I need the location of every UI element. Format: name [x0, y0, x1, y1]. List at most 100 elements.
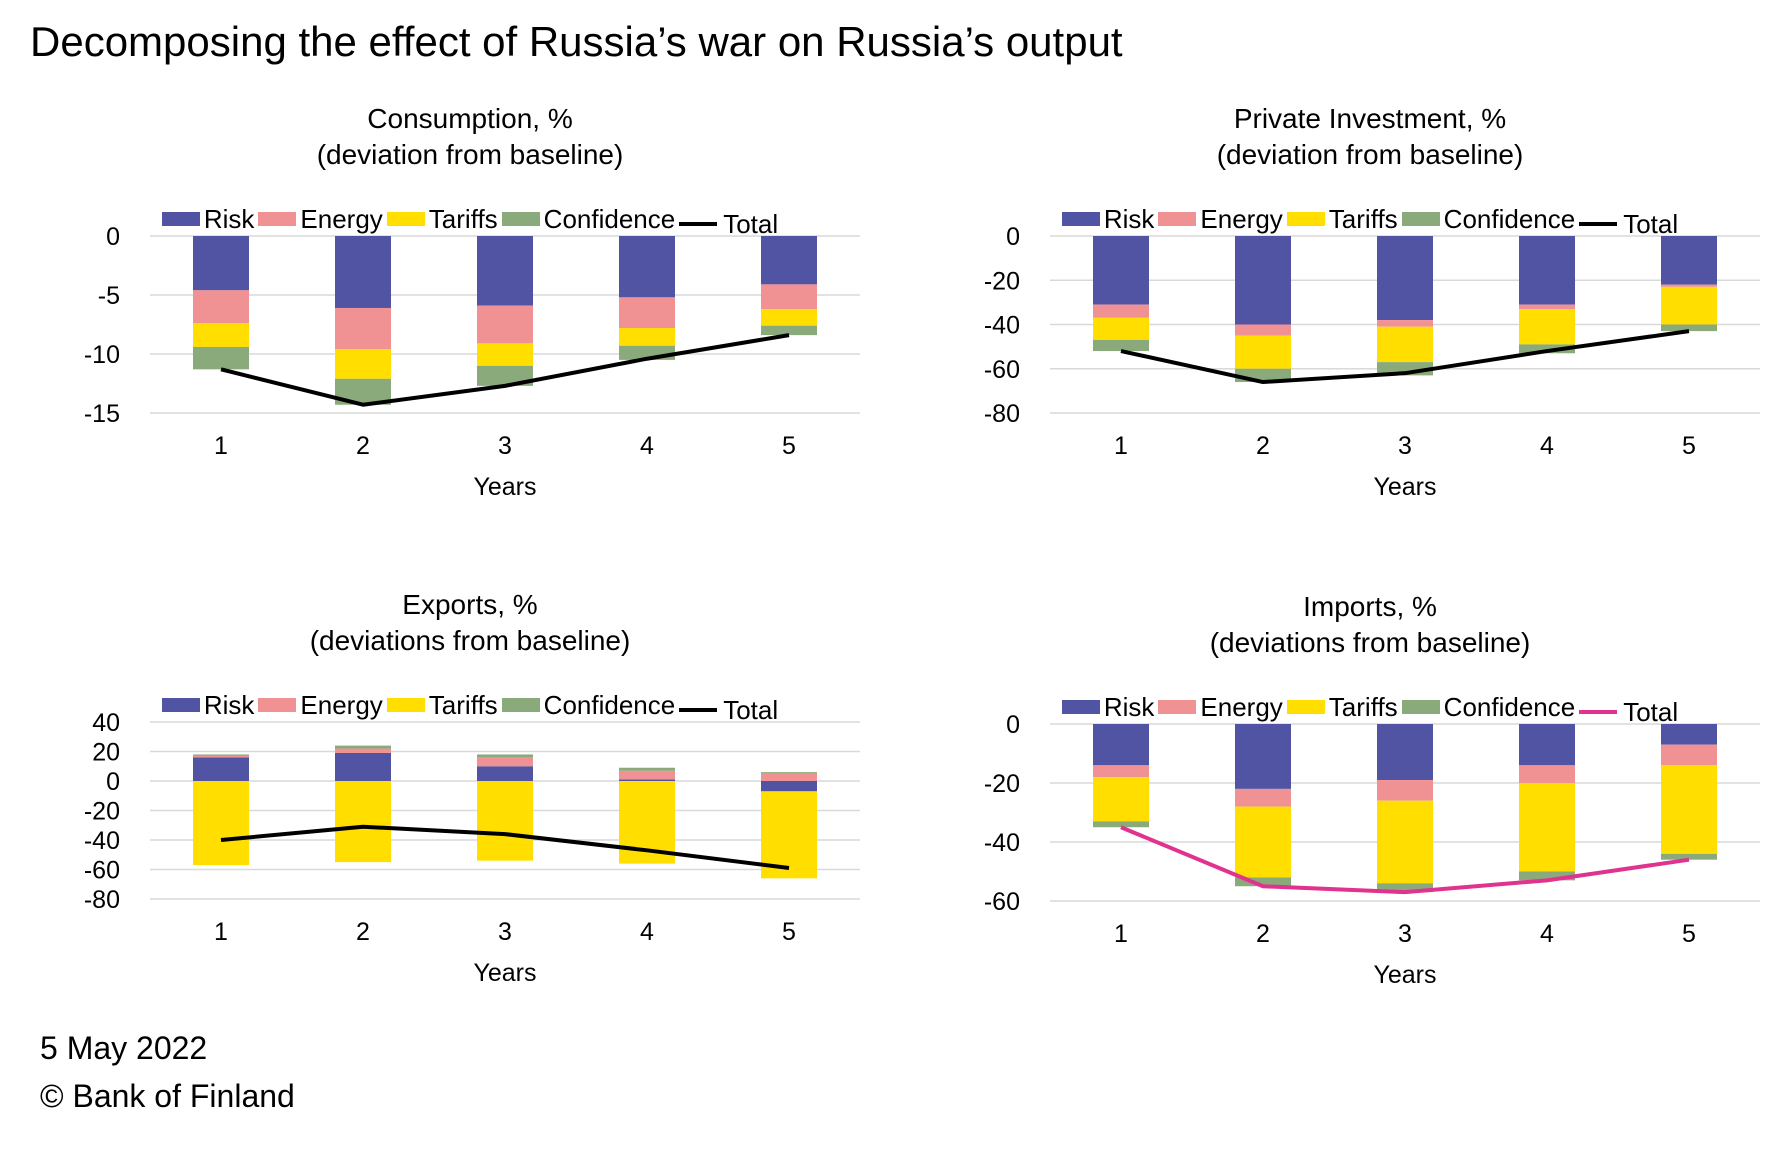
legend-item-energy: Energy [1158, 204, 1283, 235]
y-tick-label: 0 [106, 768, 120, 796]
legend-label: Risk [1103, 203, 1155, 234]
bar-energy [1235, 788, 1291, 807]
chart-title: Exports, % [402, 589, 538, 620]
bar-energy [335, 748, 391, 753]
chart-subtitle: (deviations from baseline) [309, 625, 631, 656]
bar-energy [477, 305, 533, 344]
bar-energy [193, 755, 249, 758]
legend-swatch [501, 698, 540, 712]
legend-swatch [1061, 700, 1100, 714]
x-tick-label: 4 [640, 918, 654, 946]
x-tick-label: 1 [214, 918, 228, 946]
legend-item-tariffs: Tariffs [386, 203, 498, 235]
bar-risk [1093, 236, 1149, 305]
legend-line [1579, 710, 1618, 714]
bar-risk [1377, 724, 1433, 781]
x-tick-label: 1 [1114, 432, 1128, 460]
y-tick-label: -60 [984, 356, 1020, 384]
legend-label: Confidence [543, 689, 676, 720]
bar-confidence [193, 346, 249, 370]
x-tick-label: 5 [782, 918, 796, 946]
bar-tariffs [619, 328, 675, 346]
bar-risk [619, 236, 675, 298]
bar-tariffs [1377, 800, 1433, 884]
bar-energy [1377, 320, 1433, 327]
bar-tariffs [1519, 309, 1575, 345]
bar-risk [761, 236, 817, 285]
legend-item-confidence: Confidence [501, 689, 676, 721]
chart-exports: Exports, % (deviations from baseline) Ri… [40, 586, 900, 1056]
legend-swatch [1286, 700, 1325, 714]
chart-legend: Risk Energy Tariffs Confidence Total [40, 202, 900, 240]
x-tick-label: 5 [782, 432, 796, 460]
legend-swatch [386, 698, 425, 712]
x-axis-label: Years [473, 959, 536, 987]
legend-swatch [386, 212, 425, 226]
bar-tariffs [193, 323, 249, 347]
legend-label: Total [1623, 208, 1679, 239]
legend-item-confidence: Confidence [1401, 204, 1575, 235]
chart-title: Private Investment, % [1233, 103, 1507, 134]
bar-risk [193, 757, 249, 781]
chart-consumption: Consumption, % (deviation from baseline)… [40, 100, 900, 570]
legend-item-risk: Risk [1061, 203, 1155, 235]
bar-energy [193, 290, 249, 324]
bar-risk [193, 236, 249, 291]
bar-risk [761, 781, 817, 792]
legend-item-total: Total [1579, 209, 1678, 240]
bar-risk [1093, 724, 1149, 766]
legend-label: Total [723, 694, 779, 725]
bar-tariffs [477, 781, 533, 861]
legend-line [1579, 222, 1618, 226]
x-tick-label: 3 [498, 918, 512, 946]
y-tick-label: 0 [1006, 711, 1020, 739]
bar-confidence [761, 772, 817, 774]
y-tick-label: -15 [84, 400, 120, 428]
y-tick-label: -10 [84, 341, 120, 369]
y-tick-label: -20 [84, 798, 120, 826]
chart-subtitle: (deviation from baseline) [316, 139, 624, 170]
bar-confidence [1235, 877, 1291, 887]
bar-energy [761, 773, 817, 781]
legend-swatch [501, 212, 540, 226]
legend-label: Risk [203, 203, 255, 234]
bar-tariffs [193, 781, 249, 866]
legend-item-confidence: Confidence [1401, 691, 1576, 723]
x-tick-label: 5 [1682, 920, 1696, 948]
bar-risk [1235, 236, 1291, 325]
bar-energy [761, 284, 817, 310]
bar-risk [1519, 236, 1575, 305]
bar-confidence [477, 365, 533, 386]
legend-line [679, 708, 718, 712]
legend-label: Tariffs [1328, 691, 1398, 722]
bar-tariffs [477, 343, 533, 366]
bar-risk [1661, 236, 1717, 285]
legend-label: Risk [203, 689, 255, 720]
legend-label: Total [1623, 696, 1679, 727]
bar-energy [1377, 780, 1433, 801]
bar-energy [1235, 324, 1291, 336]
bar-energy [1661, 744, 1717, 766]
bar-tariffs [1235, 335, 1291, 369]
legend-item-energy: Energy [258, 690, 383, 721]
chart-subtitle: (deviation from baseline) [1216, 139, 1524, 170]
chart-title: Imports, % [1303, 591, 1437, 622]
y-tick-label: -20 [984, 267, 1020, 295]
bar-tariffs [1235, 806, 1291, 878]
bar-confidence [1661, 324, 1717, 332]
chart-subtitle: (deviations from baseline) [1209, 627, 1531, 658]
legend-label: Confidence [1443, 691, 1576, 722]
y-tick-label: 20 [92, 739, 120, 767]
y-tick-label: -60 [84, 857, 120, 885]
legend-item-total: Total [679, 695, 778, 726]
chart-legend: Risk Energy Tariffs Confidence Total [940, 202, 1778, 240]
x-tick-label: 1 [214, 432, 228, 460]
bar-tariffs [1093, 777, 1149, 822]
legend-label: Tariffs [428, 203, 498, 234]
legend-item-tariffs: Tariffs [1286, 204, 1398, 235]
chart-private-investment: Private Investment, % (deviation from ba… [940, 100, 1778, 570]
y-tick-label: 0 [1006, 223, 1020, 251]
x-tick-label: 2 [356, 432, 370, 460]
chart-plot: 0 -5 -10 -15 1 2 3 4 5 Years [84, 223, 860, 501]
bar-risk [477, 236, 533, 306]
